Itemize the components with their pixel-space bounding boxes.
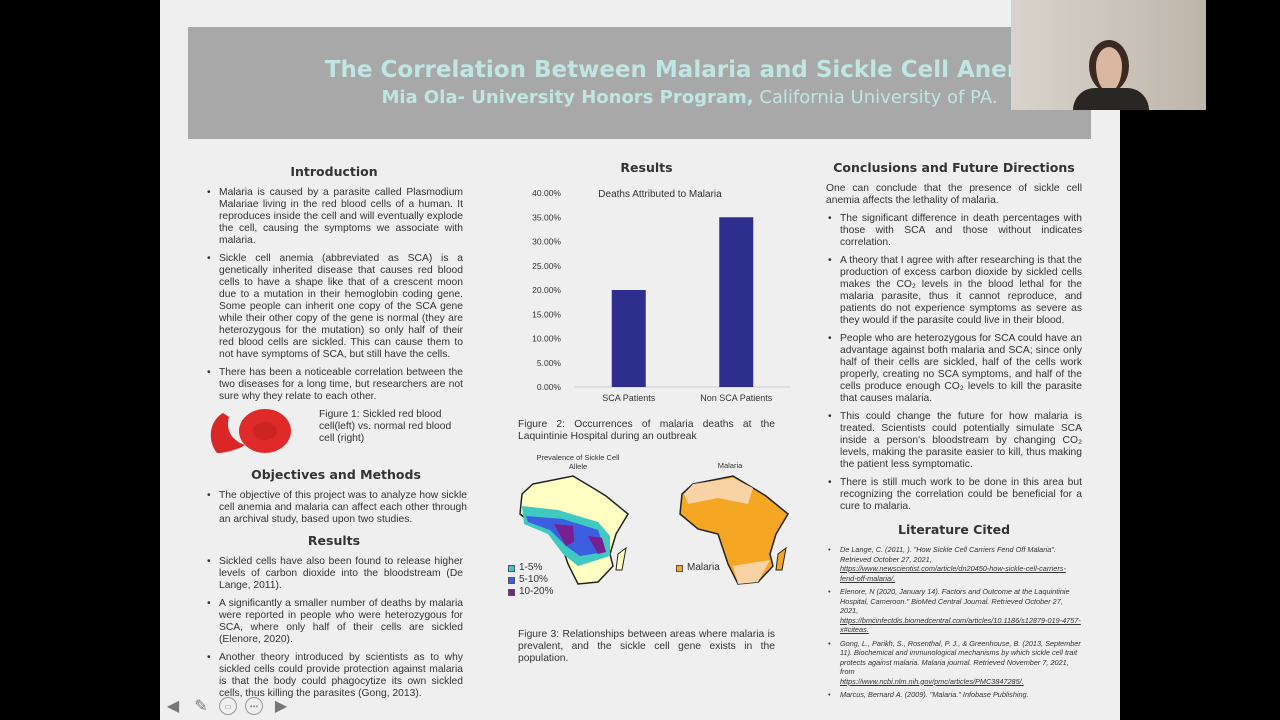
legend-item: 5-10% (508, 574, 553, 586)
malaria-map (679, 475, 789, 585)
slideshow-toolbar: ◀ ✎ ▭ ••• ▶ (163, 697, 291, 715)
reference-link[interactable]: https://www.ncbi.nlm.nih.gov/pmc/article… (840, 676, 1024, 686)
reference-link[interactable]: https://www.newscientist.com/article/dn2… (840, 564, 1066, 583)
webcam-video (1011, 0, 1206, 110)
presenter-body (1073, 88, 1149, 110)
poster-title: The Correlation Between Malaria and Sick… (324, 57, 1055, 83)
y-tick-label: 15.00% (532, 309, 561, 319)
literature-heading: Literature Cited (897, 522, 1011, 537)
y-tick-label: 25.00% (532, 261, 561, 271)
figure3-caption: Figure 3: Relationships between areas wh… (518, 629, 775, 664)
reference-item: Elenore, N (2020, January 14). Factors a… (826, 587, 1082, 635)
institution: California University of PA. (753, 87, 998, 108)
conclusions-heading: Conclusions and Future Directions (833, 160, 1075, 175)
y-tick-label: 0.00% (537, 382, 562, 392)
legend-swatch (508, 576, 515, 584)
sickle-cell-map (519, 475, 629, 585)
figure2-caption: Figure 2: Occurrences of malaria deaths … (518, 419, 775, 442)
results-mid-section: Results (518, 160, 775, 183)
more-icon[interactable]: ••• (245, 697, 263, 715)
arrow-left-icon[interactable]: ◀ (166, 698, 180, 715)
objectives-section: Objectives and Methods The objective of … (205, 467, 467, 532)
introduction-section: Introduction Malaria is caused by a para… (205, 164, 463, 455)
conclusion-bullet: The significant difference in death perc… (826, 213, 1082, 249)
y-tick-label: 20.00% (532, 285, 561, 295)
legend-item: Malaria (676, 562, 720, 574)
reference-text: De Lange, C. (2011, ). "How Sickle Cell … (840, 545, 1056, 564)
author: Mia Ola- University Honors Program, (381, 87, 754, 108)
reference-item: De Lange, C. (2011, ). "How Sickle Cell … (826, 545, 1082, 583)
results-bullet: Another theory introduced by scientists … (205, 652, 463, 700)
literature-section: Literature Cited De Lange, C. (2011, ). … (826, 522, 1082, 704)
results-bullet: A significantly a smaller number of deat… (205, 598, 463, 646)
y-tick-label: 30.00% (532, 237, 561, 247)
legend-label: 10-20% (519, 586, 554, 597)
objectives-heading: Objectives and Methods (251, 467, 421, 482)
legend-item: 1-5% (508, 562, 553, 574)
map2-legend: Malaria (676, 562, 720, 574)
legend-swatch (508, 564, 515, 572)
presenter-head (1089, 40, 1129, 92)
map1-legend: 1-5% 5-10% 10-20% (508, 562, 553, 598)
conclusions-intro: One can conclude that the presence of si… (826, 183, 1082, 206)
reference-item: Marcus, Bernard A. (2009). "Malaria." In… (826, 690, 1082, 700)
legend-label: 1-5% (519, 562, 543, 573)
x-tick-label: Non SCA Patients (700, 393, 773, 403)
deaths-bar-chart: Deaths Attributed to Malaria 0.00% 5.00% 1… (532, 188, 790, 403)
subtitles-icon[interactable]: ▭ (219, 697, 237, 715)
legend-label: Malaria (687, 562, 720, 573)
reference-link[interactable]: https://bmcinfectdis.biomedcentral.com/a… (840, 615, 1081, 635)
reference-text: Marcus, Bernard A. (2009). "Malaria." In… (840, 690, 1029, 699)
arrow-right-icon[interactable]: ▶ (274, 698, 288, 715)
conclusion-bullet: A theory that I agree with after researc… (826, 255, 1082, 327)
intro-bullet: Malaria is caused by a parasite called P… (205, 187, 463, 247)
chart-title: Deaths Attributed to Malaria (598, 189, 722, 200)
results-mid-heading: Results (620, 160, 673, 175)
poster-subtitle: Mia Ola- University Honors Program, Cali… (288, 87, 1091, 108)
poster-header: The Correlation Between Malaria and Sick… (188, 27, 1091, 139)
results-left-section: Results Sickled cells have also been fou… (205, 533, 463, 706)
conclusion-bullet: There is still much work to be done in t… (826, 477, 1082, 513)
conclusion-bullet: People who are heterozygous for SCA coul… (826, 333, 1082, 405)
results-left-heading: Results (307, 533, 361, 548)
objectives-bullet: The objective of this project was to ana… (205, 490, 467, 526)
map1-title: Prevalence of Sickle Cell Allele (536, 453, 620, 471)
reference-text: Elenore, N (2020, January 14). Factors a… (840, 587, 1070, 615)
intro-bullet: There has been a noticeable correlation … (205, 367, 463, 403)
map2-title: Malaria (717, 461, 743, 470)
y-tick-label: 40.00% (532, 188, 561, 198)
pen-icon[interactable]: ✎ (194, 698, 208, 715)
introduction-heading: Introduction (290, 164, 378, 179)
reference-text: Gong, L., Parikh, S., Rosenthal, P. J., … (840, 638, 1081, 677)
conclusions-section: Conclusions and Future Directions One ca… (826, 160, 1082, 519)
conclusion-bullet: This could change the future for how mal… (826, 411, 1082, 471)
reference-item: Gong, L., Parikh, S., Rosenthal, P. J., … (826, 639, 1082, 687)
legend-swatch (508, 588, 515, 596)
legend-swatch (676, 564, 683, 572)
y-tick-label: 35.00% (532, 212, 561, 222)
bar-0 (611, 290, 646, 387)
intro-bullet: Sickle cell anemia (abbreviated as SCA) … (205, 253, 463, 361)
results-bullet: Sickled cells have also been found to re… (205, 556, 463, 592)
y-tick-label: 5.00% (537, 358, 562, 368)
legend-item: 10-20% (508, 586, 553, 598)
legend-label: 5-10% (519, 574, 548, 585)
x-tick-label: SCA Patients (602, 393, 656, 403)
red-blood-cells-image (210, 409, 291, 453)
bar-1 (719, 217, 754, 387)
y-tick-label: 10.00% (532, 334, 561, 344)
figure1-caption: Figure 1: Sickled red blood cell(left) v… (319, 409, 452, 444)
